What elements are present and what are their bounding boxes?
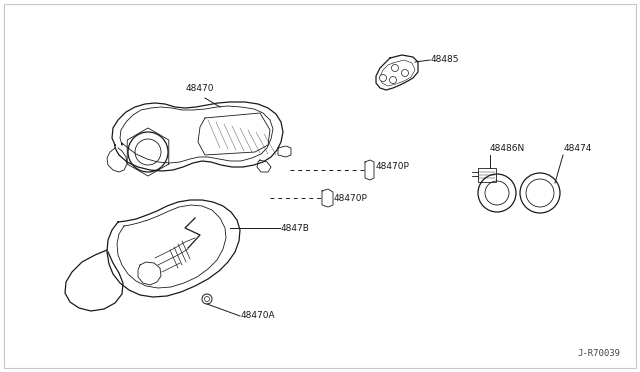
Text: 48485: 48485 <box>431 55 460 64</box>
Circle shape <box>392 64 399 71</box>
Text: 48470A: 48470A <box>241 311 276 321</box>
Text: 48470P: 48470P <box>376 162 410 171</box>
Text: 4847B: 4847B <box>281 224 310 232</box>
Circle shape <box>390 77 397 83</box>
Text: 48486N: 48486N <box>490 144 525 153</box>
Text: J-R70039: J-R70039 <box>577 349 620 358</box>
Bar <box>478 168 496 182</box>
Text: 48470P: 48470P <box>334 193 368 202</box>
Circle shape <box>380 74 387 81</box>
Text: 48474: 48474 <box>564 144 593 153</box>
Circle shape <box>401 70 408 77</box>
Text: 48470: 48470 <box>186 84 214 93</box>
